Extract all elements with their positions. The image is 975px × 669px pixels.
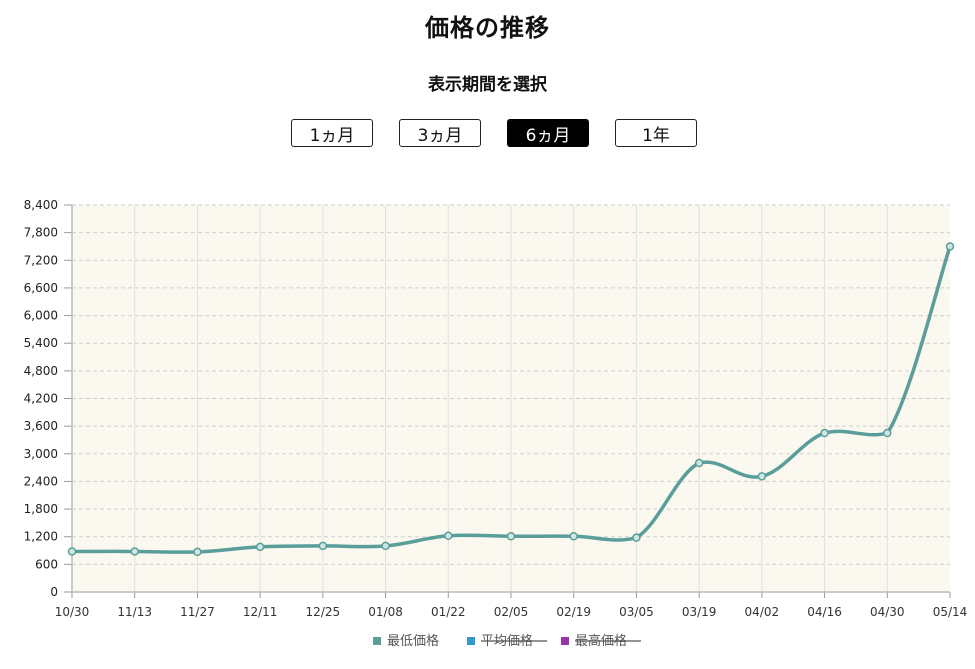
legend-swatch bbox=[467, 637, 475, 645]
x-tick-label: 05/14 bbox=[933, 605, 968, 619]
period-button-1-year[interactable]: 1年 bbox=[615, 119, 697, 147]
x-tick-label: 02/05 bbox=[494, 605, 529, 619]
period-button-3-months[interactable]: 3ヵ月 bbox=[399, 119, 481, 147]
x-tick-label: 03/05 bbox=[619, 605, 654, 619]
x-tick-label: 12/11 bbox=[243, 605, 278, 619]
y-axis: 0 600 1,200 1,800 2,400 3,000 3,600 4,200 4,800 5… bbox=[24, 198, 73, 599]
grid-lines bbox=[72, 204, 950, 592]
y-tick-label: 3,600 bbox=[24, 419, 58, 433]
data-point[interactable] bbox=[67, 547, 77, 556]
period-selector-label: 表示期間を選択 bbox=[428, 75, 547, 95]
y-tick-label: 4,800 bbox=[24, 364, 58, 378]
y-tick-label: 6,600 bbox=[24, 281, 58, 295]
page-title: 価格の推移 bbox=[425, 14, 550, 42]
series-layer bbox=[67, 242, 955, 557]
y-tick-label: 2,400 bbox=[24, 474, 58, 488]
data-point[interactable] bbox=[193, 547, 202, 557]
y-tick-label: 7,800 bbox=[24, 226, 58, 240]
x-tick-label: 11/27 bbox=[180, 605, 215, 619]
data-point[interactable] bbox=[381, 541, 390, 551]
data-point[interactable] bbox=[945, 242, 955, 251]
data-point[interactable] bbox=[506, 532, 516, 541]
x-tick-label: 12/25 bbox=[306, 605, 341, 619]
price-trend-chart: 0 600 1,200 1,800 2,400 3,000 3,600 4,200 4,800 5… bbox=[24, 198, 968, 649]
y-tick-label: 1,800 bbox=[24, 502, 58, 516]
x-tick-label: 03/19 bbox=[682, 605, 717, 619]
x-tick-label: 04/02 bbox=[745, 605, 780, 619]
y-tick-label: 600 bbox=[35, 557, 58, 571]
x-tick-label: 04/30 bbox=[870, 605, 905, 619]
data-point[interactable] bbox=[632, 533, 641, 542]
legend[interactable]: 最低価格 平均価格 最高価格 bbox=[373, 633, 641, 649]
x-axis: 10/30 11/13 11/27 12/11 12/25 01/08 01/22 02/05… bbox=[55, 591, 968, 619]
series-line-min-price bbox=[71, 245, 952, 554]
x-tick-label: 01/22 bbox=[431, 605, 466, 619]
data-point[interactable] bbox=[757, 472, 767, 481]
y-tick-label: 6,000 bbox=[24, 309, 58, 323]
legend-swatch bbox=[561, 637, 569, 645]
x-tick-label: 10/30 bbox=[55, 605, 90, 619]
legend-item[interactable]: 最低価格 bbox=[387, 633, 439, 649]
y-tick-label: 1,200 bbox=[24, 530, 58, 544]
y-tick-label: 8,400 bbox=[24, 198, 58, 212]
period-button-1-month[interactable]: 1ヵ月 bbox=[291, 119, 373, 147]
data-point[interactable] bbox=[569, 532, 578, 541]
period-selector: 1ヵ月 3ヵ月 6ヵ月 1年 bbox=[0, 119, 975, 149]
x-tick-label: 04/16 bbox=[807, 605, 842, 619]
x-tick-label: 02/19 bbox=[556, 605, 591, 619]
data-point[interactable] bbox=[694, 458, 704, 468]
data-point[interactable] bbox=[318, 541, 328, 551]
data-point[interactable] bbox=[444, 531, 453, 541]
legend-swatch bbox=[373, 637, 381, 645]
y-tick-label: 5,400 bbox=[24, 336, 58, 350]
data-point[interactable] bbox=[255, 542, 265, 552]
y-tick-label: 3,000 bbox=[24, 447, 58, 461]
y-tick-label: 4,200 bbox=[24, 392, 58, 406]
data-point[interactable] bbox=[820, 428, 829, 438]
period-button-6-months[interactable]: 6ヵ月 bbox=[507, 119, 589, 147]
data-point[interactable] bbox=[130, 547, 139, 556]
y-tick-label: 7,200 bbox=[24, 253, 58, 267]
data-point[interactable] bbox=[883, 428, 892, 438]
y-tick-label: 0 bbox=[50, 585, 58, 599]
x-tick-label: 01/08 bbox=[368, 605, 403, 619]
x-tick-label: 11/13 bbox=[117, 605, 152, 619]
